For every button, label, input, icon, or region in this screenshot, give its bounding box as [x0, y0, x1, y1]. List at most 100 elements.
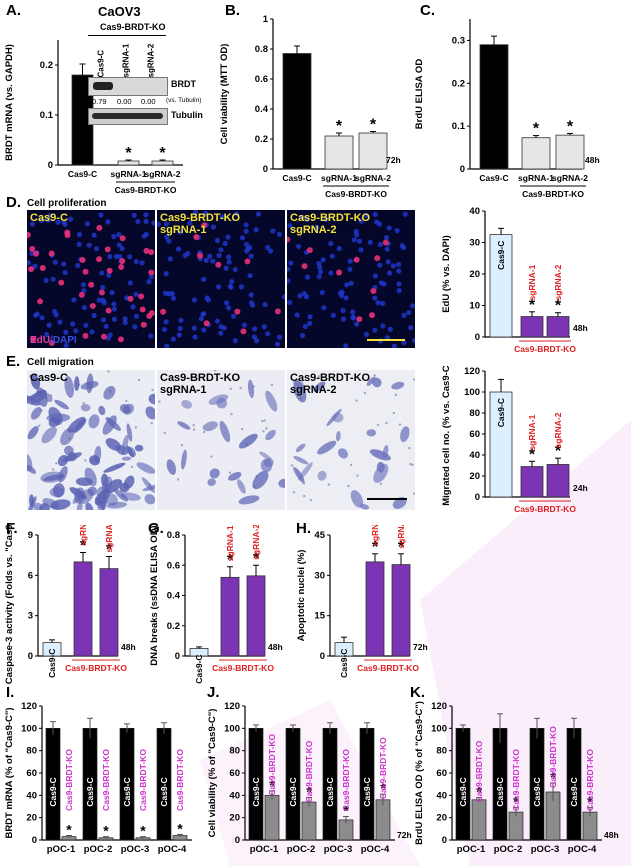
dapi-nucleus [287, 299, 293, 306]
migration-image-sgrna-1: Cas9-BRDT-KO sgRNA-1 [157, 370, 285, 510]
dapi-nucleus [317, 269, 324, 275]
dapi-nucleus [143, 212, 149, 218]
panel-label-h: H. [296, 520, 311, 537]
edu-nucleus [356, 316, 363, 323]
time-label: 48h [268, 642, 283, 652]
panel-a-title: CaOV3 [98, 4, 141, 19]
dapi-nucleus [247, 245, 253, 251]
pore [263, 419, 266, 422]
dapi-nucleus [347, 266, 353, 272]
bar-label: Cas9-C [122, 777, 132, 806]
pore [77, 383, 81, 386]
pore [347, 484, 350, 488]
migrated-cell [263, 458, 274, 467]
pore [55, 462, 58, 465]
dapi-nucleus [274, 341, 281, 347]
y-tick-label: 0.8 [255, 44, 268, 55]
dapi-nucleus [406, 309, 412, 316]
y-tick-label: 0.8 [167, 530, 180, 541]
dapi-nucleus [396, 261, 402, 268]
dapi-nucleus [267, 248, 274, 254]
edu-nucleus [353, 256, 360, 263]
dapi-nucleus [316, 274, 322, 280]
dapi-nucleus [372, 211, 378, 218]
panel-label-f: F. [6, 520, 18, 537]
significance-star: * [269, 777, 275, 793]
edu-nucleus [29, 245, 36, 252]
dapi-nucleus [111, 233, 117, 240]
dapi-nucleus [111, 316, 117, 322]
bar-label: Cas9-C [85, 777, 95, 806]
chart-b: 0 0.2 0.4 0.6 0.8 1 Cell viability (MTT OD) Cas… [219, 14, 401, 199]
significance-star: * [380, 780, 386, 796]
scale-bar [367, 498, 407, 500]
dapi-nucleus [223, 300, 230, 306]
edu-nucleus [140, 321, 147, 328]
migrated-cell [247, 379, 255, 399]
x-tick-label: pOC-4 [361, 844, 390, 855]
dapi-nucleus [135, 219, 141, 225]
y-axis-label: Cell viability (MTT OD) [219, 44, 230, 145]
dapi-nucleus [148, 274, 154, 280]
bar-label: Cas9-BRDT-KO [101, 749, 111, 811]
dapi-nucleus [343, 295, 349, 301]
x-tick-label: sgRNA-1 [518, 173, 554, 183]
migrated-cell [50, 499, 71, 510]
migrated-cell [122, 403, 134, 415]
y-tick-label: 60 [469, 429, 480, 440]
dapi-nucleus [43, 277, 49, 283]
panel-label-i: I. [6, 684, 15, 701]
edu-nucleus [117, 336, 124, 343]
migrated-cell [64, 376, 75, 398]
edu-nucleus [148, 269, 155, 276]
migrated-cell [219, 420, 231, 443]
dapi-nucleus [62, 269, 68, 276]
dapi-nucleus [34, 311, 40, 317]
edu-nucleus [118, 264, 125, 271]
dapi-nucleus [343, 343, 349, 348]
edu-nucleus [58, 279, 65, 286]
time-label: 48h [573, 323, 588, 333]
dapi-nucleus [91, 232, 97, 238]
y-tick-label: 0.4 [167, 591, 181, 602]
y-tick-label: 60 [229, 768, 240, 779]
dapi-nucleus [277, 334, 283, 340]
dapi-nucleus [84, 221, 90, 227]
bar-label: Cas9-BRDT-KO [341, 749, 351, 811]
dapi-nucleus [127, 254, 133, 260]
dapi-nucleus [223, 265, 229, 271]
panel-label-j: J. [207, 684, 220, 701]
dapi-nucleus [193, 210, 199, 216]
cell-texture [290, 374, 415, 510]
time-label: 72h [397, 830, 412, 840]
y-axis-label: Migrated cell no. (% vs. Cas9-C) [441, 365, 452, 506]
dapi-nucleus [380, 300, 386, 307]
significance-star: * [103, 823, 109, 839]
pore [190, 386, 193, 390]
pore [253, 485, 256, 488]
bar-label: Cas9-BRDT-KO [548, 726, 558, 788]
pore [134, 426, 138, 429]
bar-label: Cas9-C [339, 649, 349, 678]
bar-label: Cas9-BRDT-KO [175, 749, 185, 811]
pore [158, 400, 161, 403]
dapi-nucleus [175, 246, 182, 252]
bar [282, 53, 312, 170]
migrated-cell [67, 416, 86, 433]
pore [356, 474, 359, 477]
dapi-nucleus [44, 331, 50, 338]
y-tick-label: 0.3 [452, 35, 465, 46]
migrated-cell [373, 463, 389, 483]
pore [239, 386, 242, 390]
dapi-nucleus [109, 289, 115, 296]
panel-label-b: B. [225, 2, 240, 19]
migrated-cell [126, 445, 134, 458]
x-tick-label: pOC-1 [250, 844, 279, 855]
panel-d-title: Cell proliferation [27, 198, 107, 209]
migrated-cell [46, 413, 71, 423]
pore [150, 422, 153, 425]
y-tick-label: 0.2 [255, 134, 268, 145]
bar-label: sgRNA-2 [553, 264, 563, 300]
y-tick-label: 40 [469, 450, 480, 461]
dapi-nucleus [401, 339, 407, 346]
